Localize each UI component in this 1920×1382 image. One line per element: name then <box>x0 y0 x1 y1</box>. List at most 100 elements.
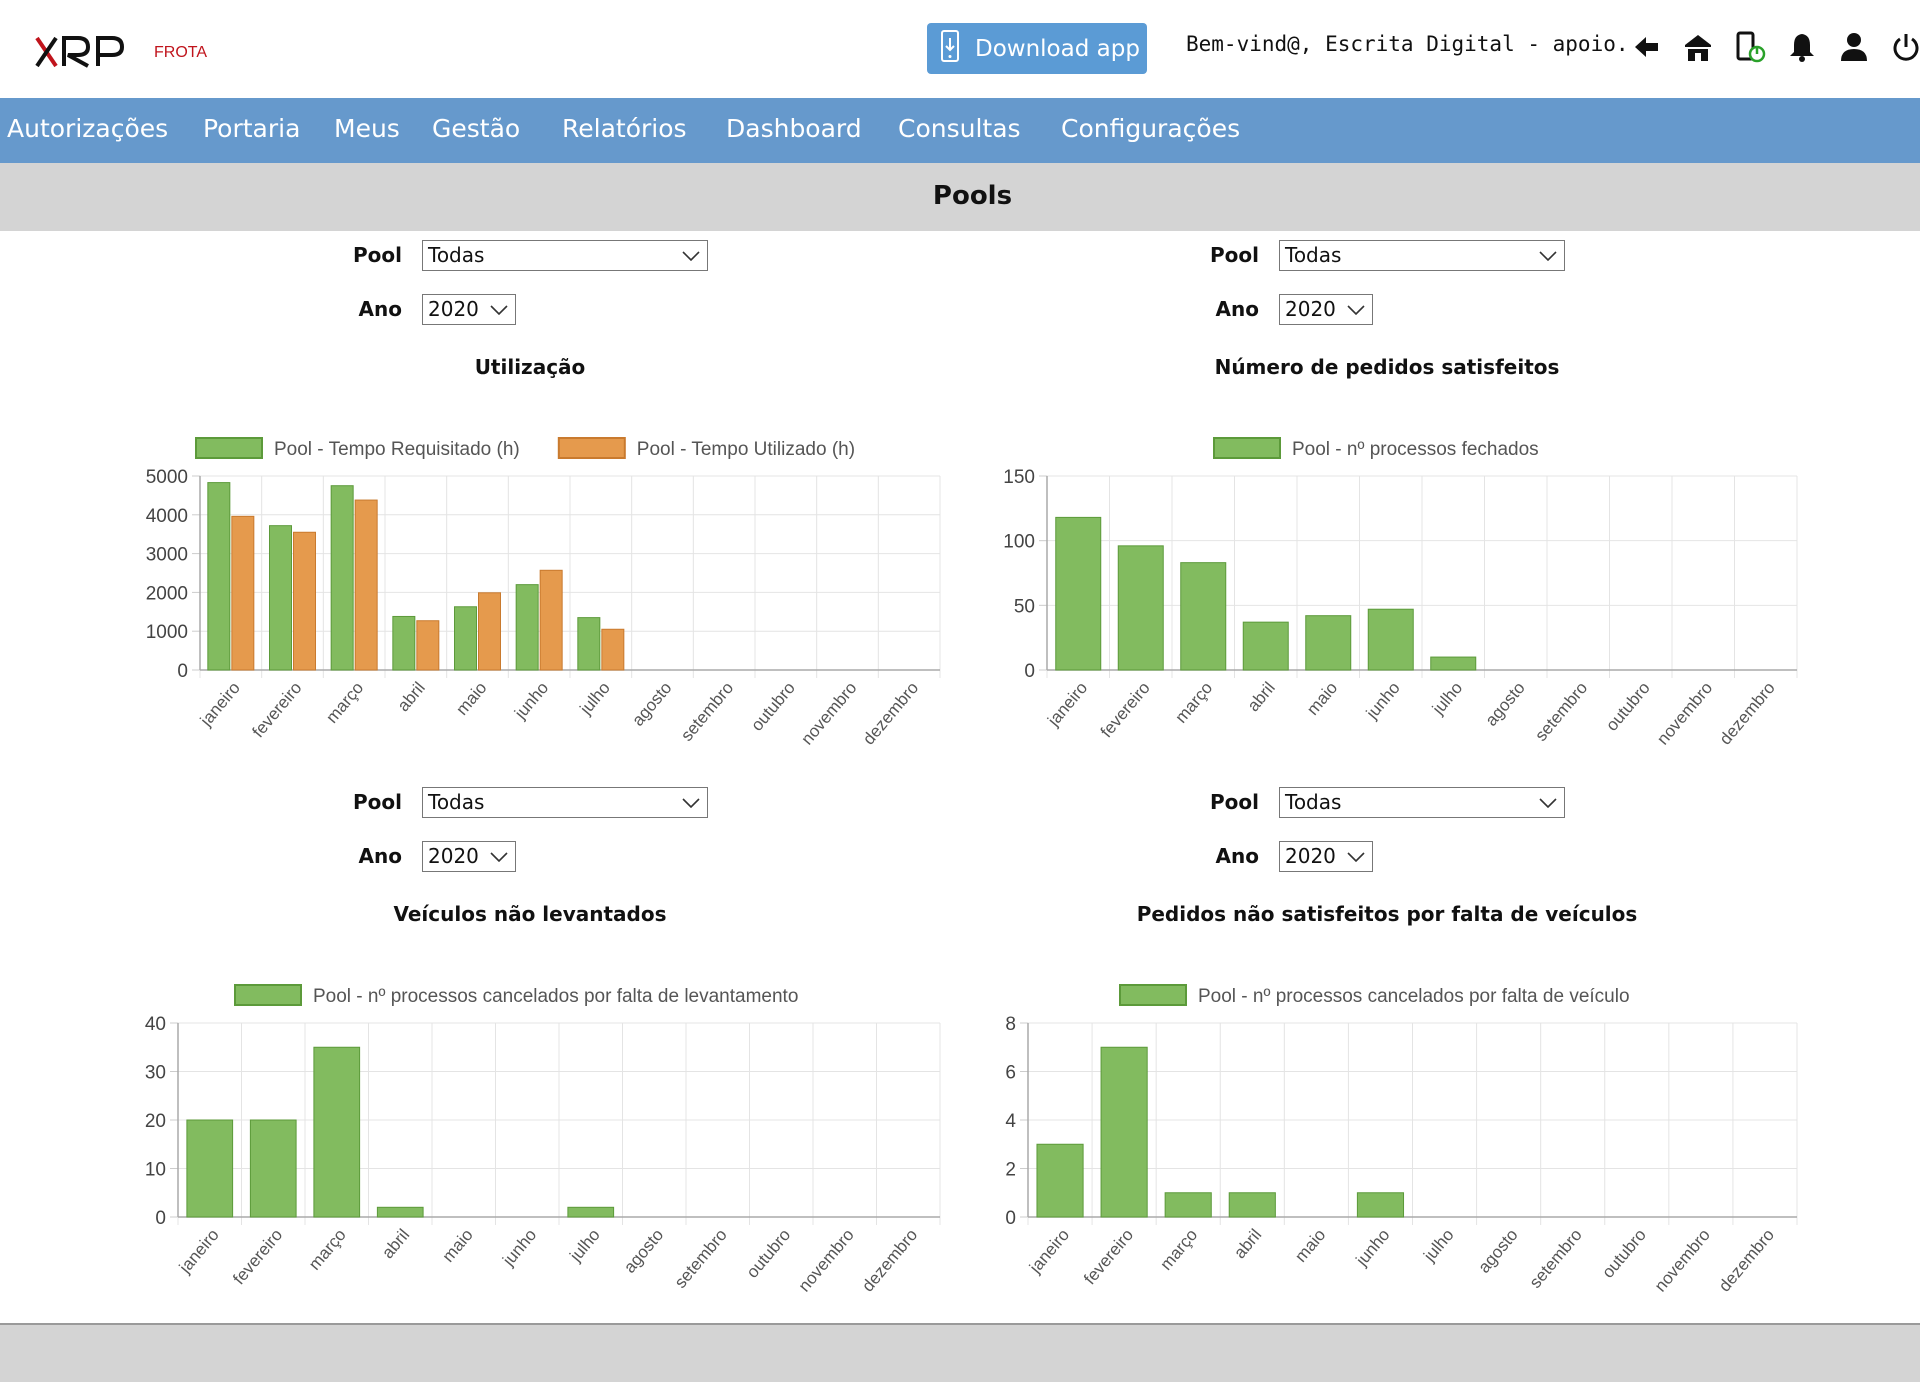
x-tick-label: maio <box>1291 1225 1329 1265</box>
main-nav: Autorizações Portaria Meus Gestão Relató… <box>0 98 1920 163</box>
year-select[interactable]: 2020 <box>1279 841 1373 872</box>
bar[interactable] <box>1100 1046 1148 1218</box>
x-tick-label: junho <box>1362 678 1404 723</box>
legend-label[interactable]: Pool - nº processos fechados <box>1292 439 1539 460</box>
x-tick-label: fevereiro <box>1097 678 1154 741</box>
legend-swatch[interactable] <box>1213 437 1281 459</box>
bar[interactable] <box>207 482 231 671</box>
year-select-value: 2020 <box>428 297 479 321</box>
bar[interactable] <box>392 615 416 671</box>
y-tick-label: 5000 <box>146 467 188 488</box>
bar[interactable] <box>601 628 625 671</box>
year-select[interactable]: 2020 <box>1279 294 1373 325</box>
bar[interactable] <box>249 1119 297 1218</box>
bar[interactable] <box>231 515 255 671</box>
bar[interactable] <box>354 499 378 671</box>
bar-chart: Pool - nº processos cancelados por falta… <box>145 984 941 1295</box>
y-tick-label: 0 <box>177 661 188 682</box>
bar[interactable] <box>1180 562 1227 671</box>
power-icon[interactable] <box>1880 28 1920 66</box>
bar[interactable] <box>313 1046 361 1218</box>
pool-select[interactable]: Todas <box>1279 787 1565 818</box>
nav-item-dashboard[interactable]: Dashboard <box>726 114 862 143</box>
panel-veiculos-nao-levantados: Pool Todas Ano 2020 Veículos não levanta… <box>0 778 960 1323</box>
bar[interactable] <box>1164 1192 1212 1218</box>
bar[interactable] <box>567 1206 615 1218</box>
x-tick-label: novembro <box>1651 1225 1714 1295</box>
legend-swatch[interactable] <box>195 437 263 459</box>
nav-item-autorizacoes[interactable]: Autorizações <box>7 114 169 143</box>
legend-swatch[interactable] <box>557 437 626 459</box>
bar[interactable] <box>1036 1143 1084 1218</box>
top-header: FROTA Download app Bem-vind@, Escrita Di… <box>0 0 1920 98</box>
x-tick-label: abril <box>1230 1225 1265 1262</box>
nav-item-meus[interactable]: Meus <box>334 114 400 143</box>
bar[interactable] <box>416 620 440 671</box>
bar[interactable] <box>1356 1192 1405 1218</box>
legend-label[interactable]: Pool - Tempo Utilizado (h) <box>637 439 855 460</box>
bar[interactable] <box>330 485 354 671</box>
x-tick-label: agosto <box>620 1225 667 1276</box>
legend-swatch[interactable] <box>1119 984 1187 1006</box>
panel-pedidos-nao-satisfeitos: Pool Todas Ano 2020 Pedidos não satisfei… <box>857 778 1817 1323</box>
pool-select[interactable]: Todas <box>422 240 708 271</box>
xrp-logo[interactable]: FROTA <box>34 26 207 72</box>
bar[interactable] <box>1430 656 1477 671</box>
y-tick-label: 150 <box>1003 467 1035 488</box>
legend-label[interactable]: Pool - nº processos cancelados por falta… <box>313 986 798 1007</box>
bar[interactable] <box>1055 516 1102 671</box>
pool-select[interactable]: Todas <box>422 787 708 818</box>
x-tick-label: julho <box>566 1225 604 1265</box>
bar[interactable] <box>269 525 292 671</box>
y-tick-label: 10 <box>145 1160 166 1181</box>
legend-swatch[interactable] <box>234 984 302 1006</box>
bar[interactable] <box>293 531 316 671</box>
mobile-download-icon <box>941 29 959 68</box>
year-label: Ano <box>1215 844 1259 868</box>
user-icon[interactable] <box>1828 28 1880 66</box>
nav-item-portaria[interactable]: Portaria <box>203 114 301 143</box>
bar[interactable] <box>1117 545 1164 671</box>
logo-subtitle: FROTA <box>154 44 208 61</box>
year-select[interactable]: 2020 <box>422 841 516 872</box>
bar[interactable] <box>454 606 477 671</box>
year-select[interactable]: 2020 <box>422 294 516 325</box>
panel-pedidos-satisfeitos: Pool Todas Ano 2020 Número de pedidos sa… <box>857 231 1817 776</box>
bar[interactable] <box>478 592 501 671</box>
y-tick-label: 2 <box>1005 1160 1016 1181</box>
year-label: Ano <box>1215 297 1259 321</box>
x-tick-label: agosto <box>1474 1225 1521 1276</box>
legend-label[interactable]: Pool - nº processos cancelados por falta… <box>1198 986 1630 1007</box>
bar[interactable] <box>1228 1192 1276 1218</box>
y-tick-label: 1000 <box>146 622 188 643</box>
pool-select[interactable]: Todas <box>1279 240 1565 271</box>
mobile-power-icon[interactable] <box>1724 28 1776 66</box>
x-tick-label: abril <box>1244 678 1279 715</box>
bar[interactable] <box>1242 621 1289 671</box>
pool-select-value: Todas <box>428 790 485 814</box>
bar[interactable] <box>539 569 563 671</box>
legend-label[interactable]: Pool - Tempo Requisitado (h) <box>274 439 520 460</box>
xrp-logo-mark <box>35 36 125 68</box>
y-tick-label: 3000 <box>146 545 188 566</box>
back-arrow-icon[interactable] <box>1620 28 1672 66</box>
nav-item-gestao[interactable]: Gestão <box>432 114 521 143</box>
x-tick-label: setembro <box>677 678 737 745</box>
x-tick-label: setembro <box>1526 1225 1586 1292</box>
year-label: Ano <box>358 297 402 321</box>
bar[interactable] <box>1305 615 1352 671</box>
bell-icon[interactable] <box>1776 28 1828 66</box>
nav-item-consultas[interactable]: Consultas <box>898 114 1021 143</box>
bar[interactable] <box>376 1206 424 1218</box>
nav-item-relatorios[interactable]: Relatórios <box>562 114 687 143</box>
x-tick-label: abril <box>378 1225 413 1262</box>
bar[interactable] <box>515 584 539 671</box>
bar[interactable] <box>577 617 601 671</box>
download-app-button[interactable]: Download app <box>927 23 1147 74</box>
y-tick-label: 20 <box>145 1111 166 1132</box>
bar[interactable] <box>186 1119 234 1218</box>
x-tick-label: setembro <box>671 1225 731 1292</box>
nav-item-configuracoes[interactable]: Configurações <box>1061 114 1241 143</box>
home-icon[interactable] <box>1672 28 1724 66</box>
bar[interactable] <box>1367 608 1414 671</box>
